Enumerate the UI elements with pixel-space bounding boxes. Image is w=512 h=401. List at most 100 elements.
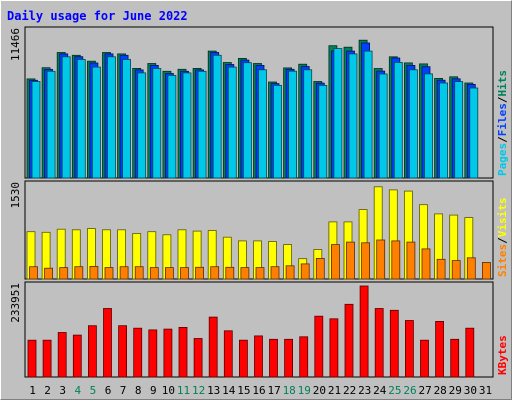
bar-kbytes-day-2	[42, 339, 52, 378]
bar-pages-day-15	[242, 62, 252, 179]
legend-entry: /	[496, 237, 509, 244]
x-tick-label: 17	[267, 384, 280, 397]
x-tick-label: 18	[283, 384, 296, 397]
x-tick-label: 29	[449, 384, 462, 397]
bar-sites-day-19	[300, 263, 310, 280]
bar-sites-day-7	[119, 266, 129, 280]
bar-pages-day-11	[182, 72, 192, 179]
bar-sites-day-22	[346, 241, 355, 280]
bar-pages-day-29	[454, 81, 464, 179]
bar-pages-day-8	[137, 72, 147, 179]
x-tick-label: 5	[90, 384, 97, 397]
bar-kbytes-day-16	[254, 335, 263, 378]
bar-sites-day-2	[44, 267, 53, 280]
bar-pages-day-23	[363, 50, 373, 179]
x-tick-label: 6	[105, 384, 112, 397]
x-tick-label: 15	[237, 384, 250, 397]
bar-kbytes-day-23	[359, 285, 369, 378]
bar-sites-day-3	[59, 267, 69, 280]
bar-pages-day-10	[167, 75, 177, 179]
bar-sites-day-9	[149, 267, 159, 280]
x-tick-label: 1	[29, 384, 36, 397]
bar-pages-day-12	[197, 70, 207, 179]
x-tick-label: 23	[358, 384, 371, 397]
bar-pages-day-24	[378, 73, 388, 179]
bar-sites-day-25	[391, 240, 401, 280]
legend-entry: Files	[496, 103, 509, 136]
panel-hits-files-pages-legend: Pages/Files/Hits	[496, 70, 509, 176]
bar-sites-day-21	[330, 244, 340, 280]
bar-kbytes-day-25	[389, 309, 399, 378]
x-tick-label: 4	[74, 384, 81, 397]
bar-sites-day-29	[451, 260, 461, 280]
x-tick-label: 14	[222, 384, 236, 397]
bar-pages-day-13	[212, 54, 222, 179]
bar-kbytes-day-7	[118, 325, 127, 378]
bar-kbytes-day-6	[103, 308, 112, 378]
chart-title: Daily usage for June 2022	[7, 9, 188, 23]
bar-sites-day-20	[315, 257, 325, 280]
x-tick-label: 16	[252, 384, 265, 397]
bar-sites-day-30	[466, 257, 476, 280]
x-tick-label: 30	[464, 384, 477, 397]
bar-pages-day-18	[288, 70, 298, 179]
bar-pages-day-17	[273, 85, 282, 179]
panel-kbytes-ymax-label: 233951	[9, 283, 22, 323]
x-tick-label: 9	[150, 384, 157, 397]
panel-visits-sites-ymax-label: 1530	[9, 182, 22, 209]
bar-sites-day-13	[210, 266, 220, 280]
x-tick-label: 11	[177, 384, 190, 397]
bar-kbytes-day-9	[148, 329, 158, 378]
bar-kbytes-day-15	[238, 339, 248, 378]
bar-sites-day-15	[240, 267, 250, 280]
bar-kbytes-day-18	[284, 338, 294, 378]
bar-sites-day-16	[255, 267, 265, 280]
bar-kbytes-day-20	[314, 315, 324, 378]
x-tick-label: 13	[207, 384, 220, 397]
bar-sites-day-28	[436, 258, 446, 280]
x-tick-label: 25	[388, 384, 401, 397]
bar-pages-day-3	[61, 56, 71, 179]
bar-kbytes-day-1	[27, 339, 37, 378]
bar-pages-day-20	[318, 85, 328, 179]
bar-kbytes-day-5	[88, 325, 97, 378]
x-tick-label: 2	[44, 384, 51, 397]
bar-sites-day-10	[164, 267, 174, 280]
legend-entry: /	[496, 96, 509, 103]
bar-pages-day-30	[469, 87, 479, 179]
bar-sites-day-12	[195, 266, 205, 280]
bar-kbytes-day-19	[299, 336, 309, 378]
bar-kbytes-day-24	[374, 308, 384, 378]
bar-sites-day-27	[421, 248, 431, 280]
bar-kbytes-day-30	[465, 327, 475, 378]
bar-pages-day-14	[227, 66, 237, 179]
x-tick-label: 27	[418, 384, 431, 397]
bar-sites-day-31	[481, 261, 491, 280]
legend-entry: /	[496, 136, 509, 143]
bar-sites-day-14	[225, 266, 235, 280]
bar-pages-day-16	[258, 69, 267, 179]
bar-kbytes-day-3	[57, 332, 67, 378]
bar-sites-day-5	[89, 265, 99, 280]
legend-entry: Hits	[496, 70, 509, 97]
x-tick-label: 28	[434, 384, 447, 397]
bar-sites-day-23	[361, 242, 371, 280]
legend-entry: Pages	[496, 143, 509, 176]
legend-entry: Visits	[496, 198, 509, 238]
bar-pages-day-4	[76, 59, 86, 179]
x-tick-label: 7	[120, 384, 127, 397]
bar-pages-day-25	[393, 62, 403, 179]
bar-kbytes-day-21	[329, 318, 339, 378]
bar-pages-day-5	[92, 66, 101, 179]
panel-hits-files-pages-ymax-label: 11466	[9, 28, 22, 61]
legend-entry: KBytes	[496, 335, 509, 375]
bar-kbytes-day-22	[344, 303, 354, 378]
bar-pages-day-6	[107, 56, 116, 179]
bar-sites-day-17	[270, 266, 280, 280]
x-tick-label: 31	[479, 384, 492, 397]
bar-sites-day-26	[406, 241, 416, 280]
bar-kbytes-day-28	[435, 320, 445, 378]
x-tick-label: 20	[313, 384, 326, 397]
bar-sites-day-1	[29, 266, 38, 280]
